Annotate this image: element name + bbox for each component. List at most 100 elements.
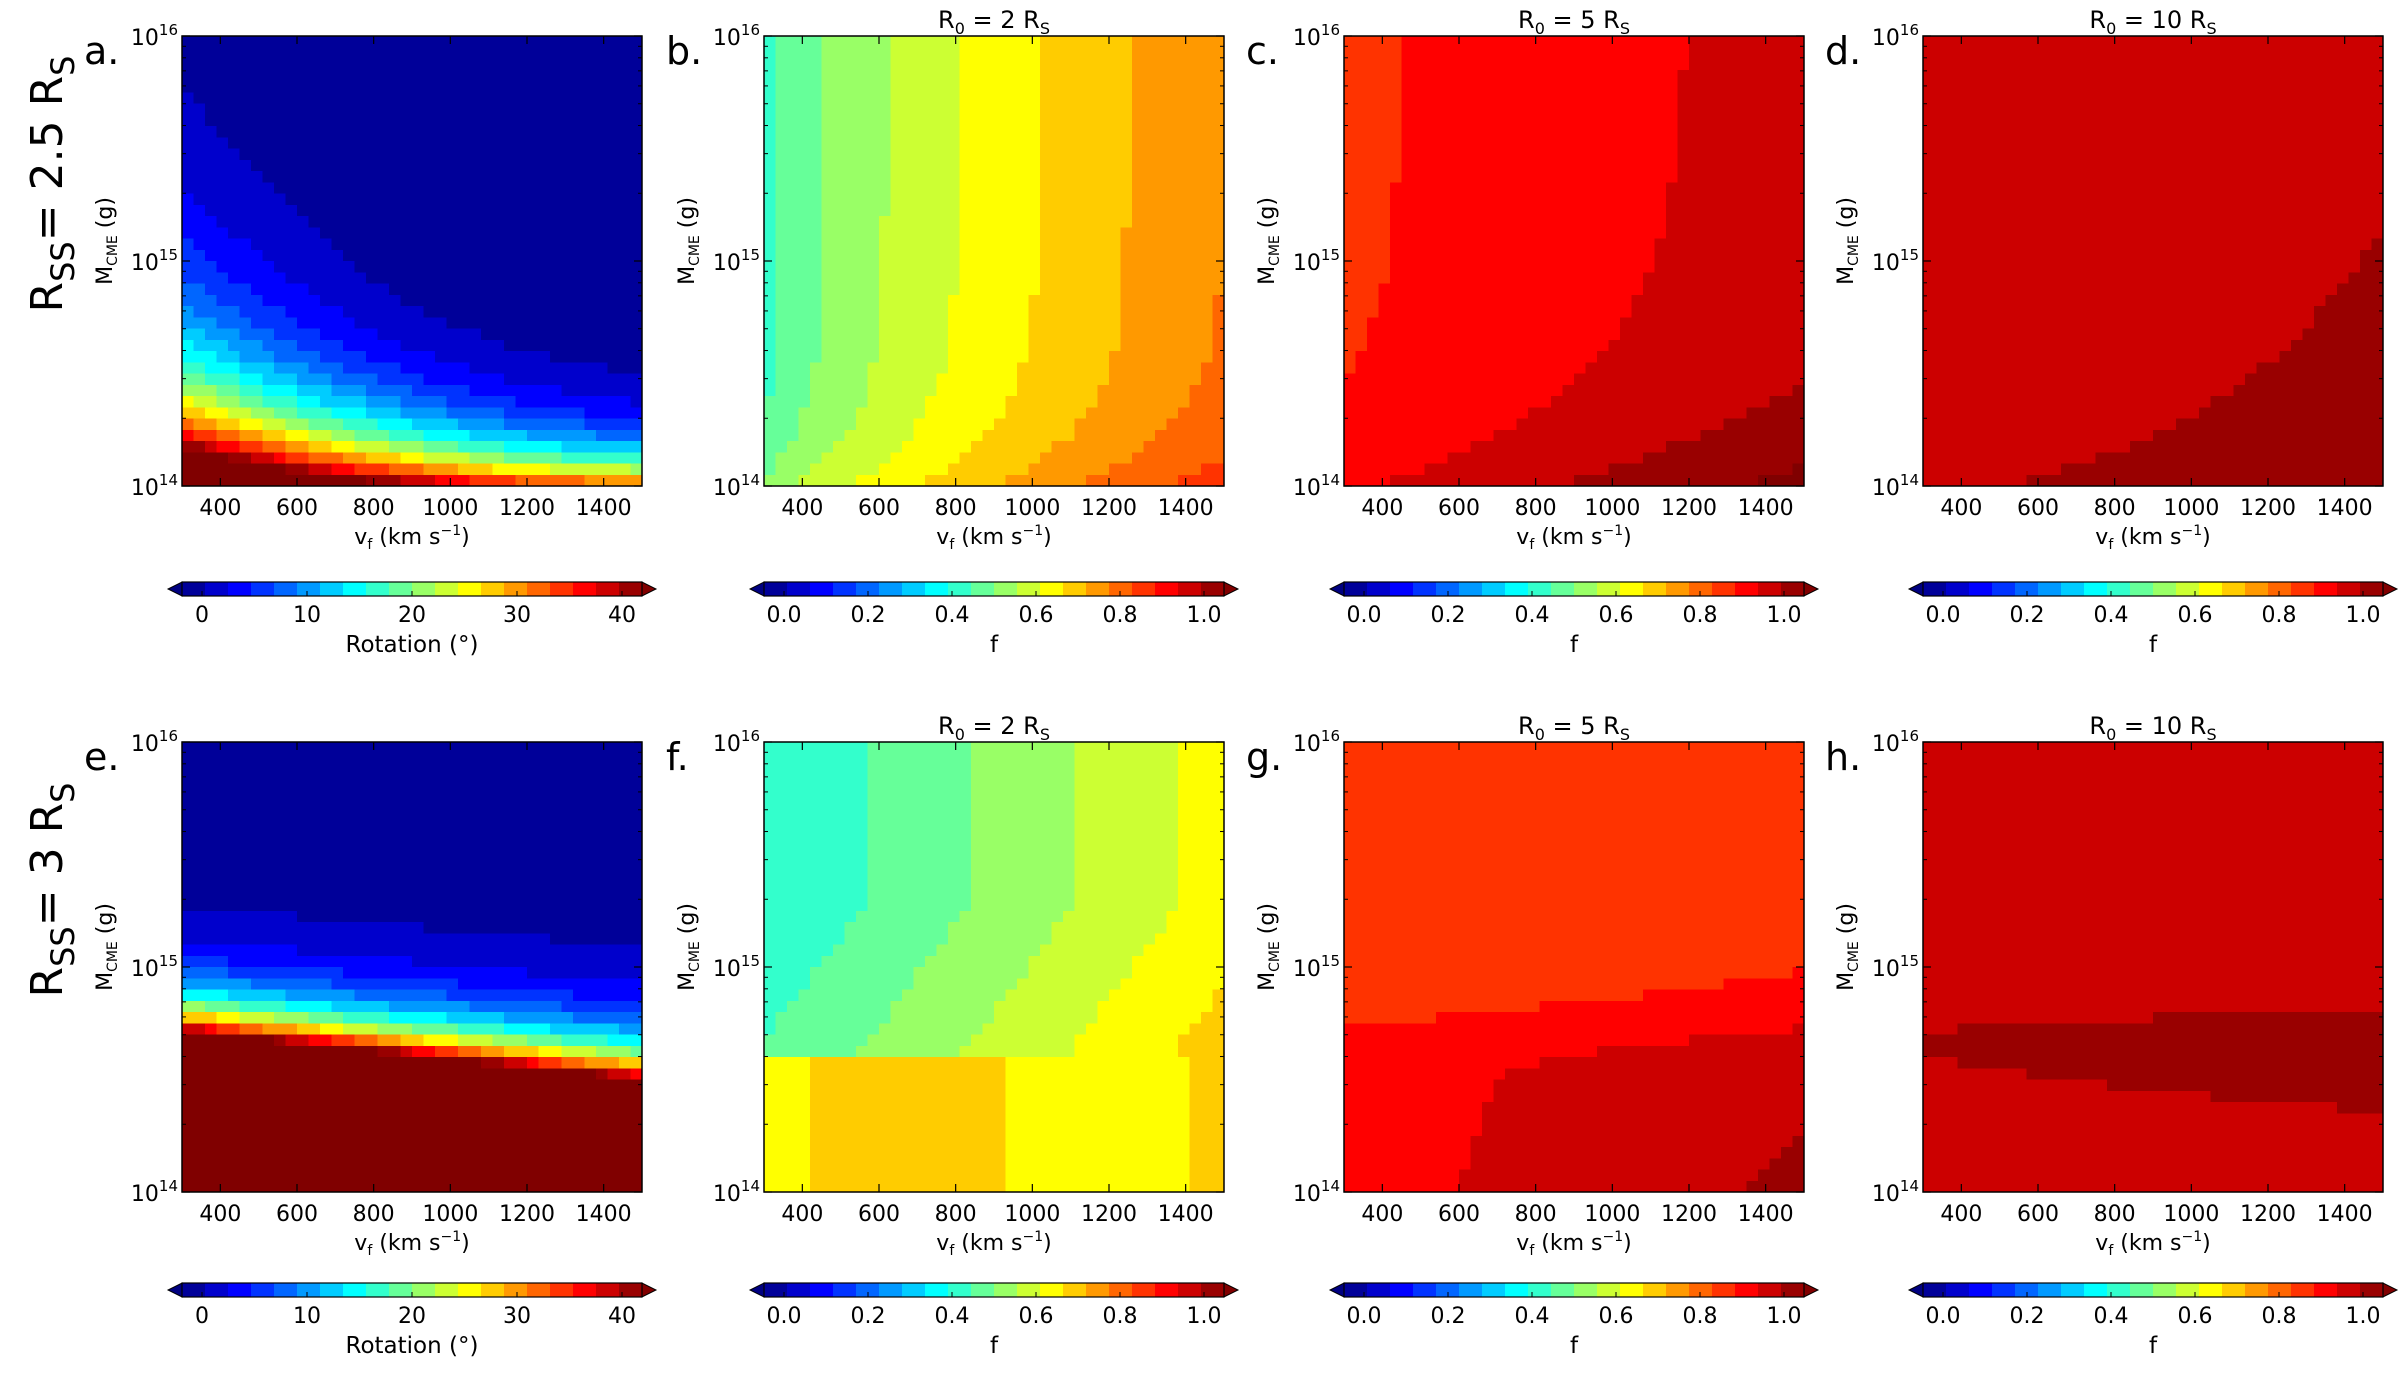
heatmap-cell bbox=[469, 148, 482, 161]
heatmap-cell bbox=[1051, 126, 1064, 138]
heatmap-cell bbox=[366, 238, 379, 251]
heatmap-cell bbox=[833, 429, 846, 442]
heatmap-cell bbox=[1178, 418, 1191, 431]
heatmap-cell bbox=[1143, 216, 1156, 228]
heatmap-cell bbox=[879, 328, 892, 341]
heatmap-cell bbox=[320, 261, 333, 273]
heatmap-cell bbox=[1074, 81, 1087, 93]
heatmap-cell bbox=[550, 249, 563, 262]
heatmap-cell bbox=[469, 81, 482, 93]
heatmap-cell bbox=[1689, 441, 1702, 453]
heatmap-cell bbox=[821, 47, 834, 60]
heatmap-cell bbox=[561, 441, 574, 453]
heatmap-cell bbox=[810, 384, 823, 397]
heatmap-cell bbox=[1447, 452, 1460, 465]
heatmap-cell bbox=[216, 159, 229, 172]
heatmap-cell bbox=[216, 249, 229, 262]
heatmap-cell bbox=[1109, 283, 1122, 296]
heatmap-cell bbox=[1459, 249, 1472, 262]
heatmap-cell bbox=[1344, 81, 1357, 93]
heatmap-cell bbox=[1344, 328, 1357, 341]
heatmap-cell bbox=[182, 373, 195, 386]
heatmap-cell bbox=[1689, 474, 1702, 487]
x-axis-label: vf (km s−1) bbox=[354, 523, 469, 553]
heatmap-cell bbox=[1769, 294, 1782, 307]
heatmap-cell bbox=[1344, 137, 1357, 150]
heatmap-cell bbox=[844, 159, 857, 172]
heatmap-cell bbox=[1528, 294, 1541, 307]
heatmap-cell bbox=[1643, 452, 1656, 465]
heatmap-cell bbox=[994, 216, 1007, 228]
heatmap-cell bbox=[1643, 159, 1656, 172]
heatmap-cell bbox=[764, 193, 777, 206]
heatmap-cell bbox=[879, 182, 892, 195]
heatmap-cell bbox=[1166, 294, 1179, 307]
heatmap-cell bbox=[1470, 182, 1483, 195]
heatmap-cell bbox=[354, 137, 367, 150]
heatmap-cell bbox=[228, 193, 241, 206]
heatmap-cell bbox=[343, 216, 356, 228]
heatmap-cell bbox=[1344, 396, 1357, 408]
heatmap-cell bbox=[798, 441, 811, 453]
heatmap-cell bbox=[1700, 47, 1713, 60]
heatmap-cell bbox=[262, 114, 275, 127]
heatmap-cell bbox=[1063, 249, 1076, 262]
heatmap-cell bbox=[1017, 204, 1030, 217]
heatmap-cell bbox=[400, 193, 413, 206]
heatmap-cell bbox=[1132, 283, 1145, 296]
heatmap-cell bbox=[1712, 81, 1725, 93]
heatmap-cell bbox=[205, 429, 218, 442]
heatmap-cell bbox=[1424, 261, 1437, 273]
heatmap-cell bbox=[1166, 249, 1179, 262]
heatmap-cell bbox=[1493, 216, 1506, 228]
heatmap-cell bbox=[308, 69, 321, 82]
heatmap-cell bbox=[1792, 294, 1805, 307]
heatmap-cell bbox=[527, 36, 540, 48]
heatmap-cell bbox=[810, 81, 823, 93]
heatmap-cell bbox=[1378, 362, 1391, 375]
heatmap-cell bbox=[400, 249, 413, 262]
heatmap-cell bbox=[1758, 474, 1771, 487]
heatmap-cell bbox=[354, 69, 367, 82]
heatmap-cell bbox=[619, 69, 632, 82]
heatmap-cell bbox=[481, 463, 494, 476]
heatmap-cell bbox=[239, 92, 252, 105]
heatmap-cell bbox=[798, 137, 811, 150]
heatmap-cell bbox=[902, 463, 915, 476]
heatmap-cell bbox=[1781, 249, 1794, 262]
heatmap-cell bbox=[584, 306, 597, 318]
heatmap-cell bbox=[1143, 103, 1156, 116]
heatmap-cell bbox=[1447, 261, 1460, 273]
heatmap-cell bbox=[446, 238, 459, 251]
heatmap-cell bbox=[573, 474, 586, 487]
heatmap-cell bbox=[994, 351, 1007, 363]
heatmap-cell bbox=[1482, 441, 1495, 453]
heatmap-cell bbox=[1424, 238, 1437, 251]
heatmap-cell bbox=[630, 58, 643, 71]
heatmap-cell bbox=[1643, 137, 1656, 150]
heatmap-cell bbox=[251, 182, 264, 195]
heatmap-cell bbox=[982, 317, 995, 330]
heatmap-cell bbox=[775, 58, 788, 71]
heatmap-cell bbox=[308, 182, 321, 195]
heatmap-cell bbox=[1447, 317, 1460, 330]
heatmap-cell bbox=[1132, 373, 1145, 386]
heatmap-cell bbox=[1597, 103, 1610, 116]
heatmap-cell bbox=[1413, 373, 1426, 386]
heatmap-cell bbox=[619, 58, 632, 71]
heatmap-cell bbox=[630, 182, 643, 195]
heatmap-cell bbox=[1109, 182, 1122, 195]
heatmap-cell bbox=[239, 159, 252, 172]
heatmap-cell bbox=[936, 137, 949, 150]
heatmap-cell bbox=[619, 36, 632, 48]
heatmap-cell bbox=[1344, 148, 1357, 161]
heatmap-cell bbox=[354, 407, 367, 420]
heatmap-cell bbox=[205, 58, 218, 71]
heatmap-cell bbox=[1424, 283, 1437, 296]
heatmap-cell bbox=[994, 261, 1007, 273]
heatmap-cell bbox=[182, 328, 195, 341]
heatmap-cell bbox=[879, 249, 892, 262]
heatmap-cell bbox=[879, 36, 892, 48]
heatmap-cell bbox=[205, 171, 218, 183]
heatmap-cell bbox=[1155, 339, 1168, 352]
